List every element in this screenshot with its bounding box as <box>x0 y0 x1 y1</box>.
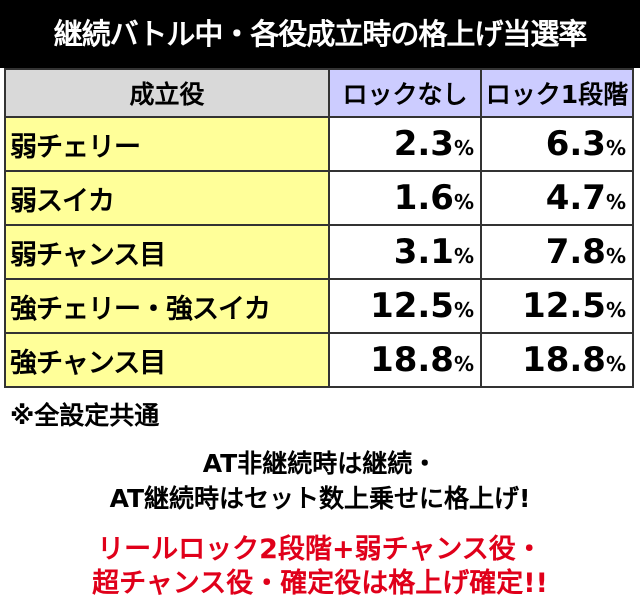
note-line: AT継続時はセット数上乗せに格上げ! <box>109 484 531 513</box>
row: 強チェリー・強スイカ 12.5% 12.5% <box>4 278 634 334</box>
row: 弱スイカ 1.6% 4.7% <box>4 170 634 226</box>
rate-cell: 2.3% <box>328 116 482 172</box>
note: ※全設定共通 <box>10 401 160 430</box>
row: 弱チェリー 2.3% 6.3% <box>4 116 634 172</box>
row: 強チャンス目 18.8% 18.8% <box>4 332 634 388</box>
row-label: 強チェリー・強スイカ <box>4 278 330 334</box>
row-label: 強チャンス目 <box>4 332 330 388</box>
rate-cell: 7.8% <box>480 224 634 280</box>
note-line: AT非継続時は継続・ <box>202 449 438 478</box>
header-cell: ロックなし <box>328 68 482 118</box>
rate-cell: 18.8% <box>480 332 634 388</box>
rate-cell: 12.5% <box>328 278 482 334</box>
rate-cell: 12.5% <box>480 278 634 334</box>
header-row: 成立役 ロックなし ロック1段階 <box>4 68 634 118</box>
highlight-line: リールロック2段階+弱チャンス役・ <box>97 534 543 565</box>
row-label: 弱スイカ <box>4 170 330 226</box>
rate-cell: 1.6% <box>328 170 482 226</box>
rate-cell: 18.8% <box>328 332 482 388</box>
highlight-line: 超チャンス役・確定役は格上げ確定!! <box>92 568 548 599</box>
row-label: 弱チャンス目 <box>4 224 330 280</box>
rate-cell: 6.3% <box>480 116 634 172</box>
rate-cell: 4.7% <box>480 170 634 226</box>
row-label: 弱チェリー <box>4 116 330 172</box>
rate-table: 成立役 ロックなし ロック1段階 弱チェリー 2.3% 6.3% 弱スイカ 1.6% 4.7% 弱… <box>4 68 634 388</box>
header-cell: ロック1段階 <box>480 68 634 118</box>
title: 継続バトル中・各役成立時の格上げ当選率 <box>0 0 640 68</box>
header-cell: 成立役 <box>4 68 330 118</box>
rate-cell: 3.1% <box>328 224 482 280</box>
row: 弱チャンス目 3.1% 7.8% <box>4 224 634 280</box>
